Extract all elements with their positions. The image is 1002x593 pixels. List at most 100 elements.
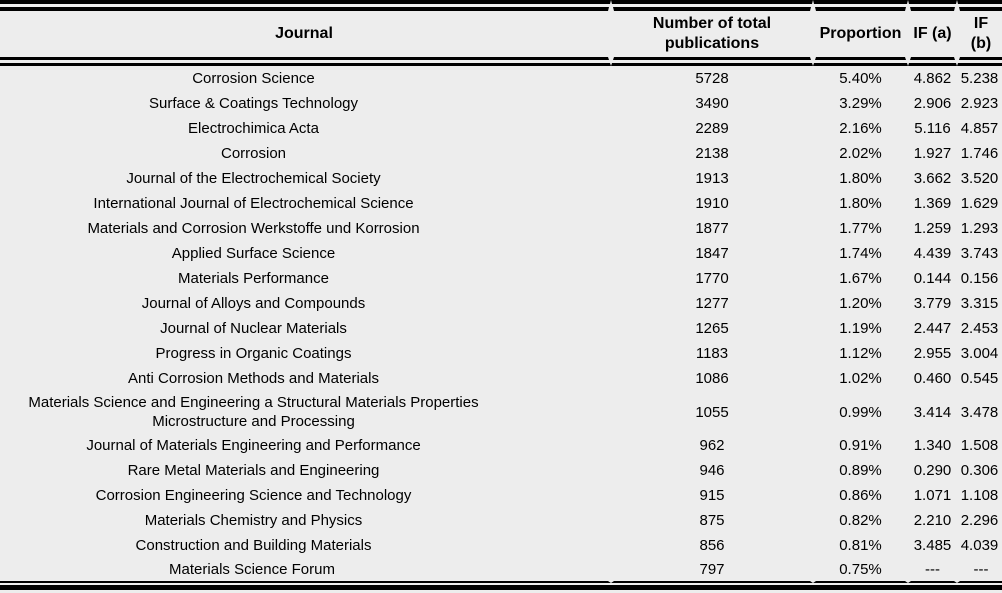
cell-publications: 5728 <box>695 70 729 87</box>
cell-if-a: 3.662 <box>913 170 952 187</box>
cell-if-b: 2.453 <box>960 320 999 337</box>
cell-publications: 962 <box>699 437 725 454</box>
cell-publications: 1265 <box>695 320 729 337</box>
cell-journal: Journal of Nuclear Materials <box>160 320 347 337</box>
cell-proportion: 0.75% <box>813 558 908 583</box>
cell-publications: 875 <box>699 512 725 529</box>
cell-publications: 1055 <box>695 403 729 421</box>
cell-proportion: 1.80% <box>839 195 882 212</box>
cell-proportion: 1.20% <box>839 295 882 312</box>
cell-if-b: 1.108 <box>960 487 999 504</box>
table-body: Corrosion Science 5728 5.40% 4.862 5.238 Surf… <box>0 66 1002 583</box>
column-header-publications: Number of total publications <box>611 0 813 66</box>
cell-proportion: 0.81% <box>839 537 882 554</box>
cell-proportion: 1.80% <box>839 170 882 187</box>
cell-journal: Corrosion Engineering Science and Techno… <box>95 487 412 504</box>
cell-journal: Surface & Coatings Technology <box>148 95 359 112</box>
cell-proportion: 1.19% <box>839 320 882 337</box>
cell-journal: International Journal of Electrochemical… <box>93 195 414 212</box>
column-header-if-a: IF (a) <box>908 0 957 66</box>
cell-journal: Electrochimica Acta <box>188 120 319 137</box>
table-row: International Journal of Electrochemical… <box>0 191 1002 216</box>
cell-if-a: 0.460 <box>913 370 952 387</box>
table-row: Journal of the Electrochemical Society 19… <box>0 166 1002 191</box>
table-row: Electrochimica Acta 2289 2.16% 5.116 4.857 <box>0 116 1002 141</box>
cell-journal: Corrosion <box>220 145 287 162</box>
cell-proportion: 5.40% <box>839 70 882 87</box>
cell-if-b: 1.629 <box>960 195 999 212</box>
cell-journal: Journal of the Electrochemical Society <box>126 170 381 187</box>
cell-proportion: 2.02% <box>839 145 882 162</box>
cell-publications: 1770 <box>695 270 729 287</box>
cell-journal: Materials Chemistry and Physics <box>144 512 363 529</box>
table-row: Anti Corrosion Methods and Materials 1086… <box>0 366 1002 391</box>
cell-proportion: 0.86% <box>839 487 882 504</box>
cell-proportion: 0.99% <box>839 403 882 421</box>
cell-publications: 1877 <box>695 220 729 237</box>
table-row: Applied Surface Science 1847 1.74% 4.439 3.7… <box>0 241 1002 266</box>
cell-publications: 915 <box>699 487 725 504</box>
cell-publications: 3490 <box>695 95 729 112</box>
cell-journal: Materials Science Forum <box>0 558 611 583</box>
cell-if-b: 4.039 <box>960 537 999 554</box>
cell-if-a: 3.414 <box>913 403 952 421</box>
table-row: Progress in Organic Coatings 1183 1.12% 2.9… <box>0 341 1002 366</box>
cell-if-a: 4.439 <box>913 245 952 262</box>
cell-if-b: --- <box>957 558 1002 583</box>
cell-if-b: 5.238 <box>960 70 999 87</box>
table-row: Materials Science and Engineering a Stru… <box>0 391 1002 433</box>
cell-if-b: 2.296 <box>960 512 999 529</box>
cell-if-a: 3.779 <box>913 295 952 312</box>
column-header-proportion: Proportion <box>813 0 908 66</box>
cell-if-a: 1.369 <box>913 195 952 212</box>
cell-journal: Corrosion Science <box>192 70 315 87</box>
cell-publications: 2138 <box>695 145 729 162</box>
cell-proportion: 1.12% <box>839 345 882 362</box>
cell-proportion: 1.77% <box>839 220 882 237</box>
cell-proportion: 1.02% <box>839 370 882 387</box>
cell-proportion: 1.67% <box>839 270 882 287</box>
table-row: Corrosion Engineering Science and Techno… <box>0 483 1002 508</box>
cell-journal: Construction and Building Materials <box>135 537 372 554</box>
table-row: Rare Metal Materials and Engineering 946 0… <box>0 458 1002 483</box>
table-row: Materials Performance 1770 1.67% 0.144 0.156 <box>0 266 1002 291</box>
cell-if-a: 2.955 <box>913 345 952 362</box>
cell-publications: 1847 <box>695 245 729 262</box>
cell-if-b: 1.293 <box>960 220 999 237</box>
table-row: Surface & Coatings Technology 3490 3.29% 2.… <box>0 91 1002 116</box>
cell-publications: 1277 <box>695 295 729 312</box>
cell-if-a: 2.210 <box>913 512 952 529</box>
cell-journal: Rare Metal Materials and Engineering <box>127 462 380 479</box>
cell-if-a: 3.485 <box>913 537 952 554</box>
cell-if-b: 0.306 <box>960 462 999 479</box>
cell-publications: 2289 <box>695 120 729 137</box>
cell-proportion: 0.91% <box>839 437 882 454</box>
cell-publications: 1086 <box>695 370 729 387</box>
table-row: Materials and Corrosion Werkstoffe und K… <box>0 216 1002 241</box>
cell-if-b: 2.923 <box>960 95 999 112</box>
cell-publications: 797 <box>611 558 813 583</box>
table-row: Construction and Building Materials 856 0.… <box>0 533 1002 558</box>
cell-if-a: 4.862 <box>913 70 952 87</box>
cell-if-a: --- <box>908 558 957 583</box>
cell-journal: Anti Corrosion Methods and Materials <box>128 370 379 387</box>
cell-if-a: 5.116 <box>914 120 951 137</box>
cell-if-b: 3.478 <box>960 403 999 421</box>
cell-if-b: 3.520 <box>960 170 999 187</box>
table-row: Materials Science Forum 797 0.75% --- --- <box>0 558 1002 583</box>
cell-if-a: 0.290 <box>913 462 952 479</box>
cell-if-a: 2.447 <box>913 320 952 337</box>
cell-if-b: 4.857 <box>960 120 999 137</box>
cell-publications: 1910 <box>695 195 729 212</box>
cell-journal: Materials Performance <box>178 270 329 287</box>
header-row: Journal Number of total publications Pro… <box>0 0 1002 66</box>
cell-if-b: 3.743 <box>960 245 999 262</box>
table-row: Journal of Nuclear Materials 1265 1.19% 2.4… <box>0 316 1002 341</box>
cell-if-a: 2.906 <box>913 95 952 112</box>
column-header-if-b: IF (b) <box>957 0 1002 66</box>
cell-journal: Materials and Corrosion Werkstoffe und K… <box>87 220 420 237</box>
cell-if-b: 0.545 <box>960 370 999 387</box>
cell-publications: 946 <box>699 462 725 479</box>
cell-publications: 1913 <box>695 170 729 187</box>
cell-journal: Progress in Organic Coatings <box>155 345 352 362</box>
